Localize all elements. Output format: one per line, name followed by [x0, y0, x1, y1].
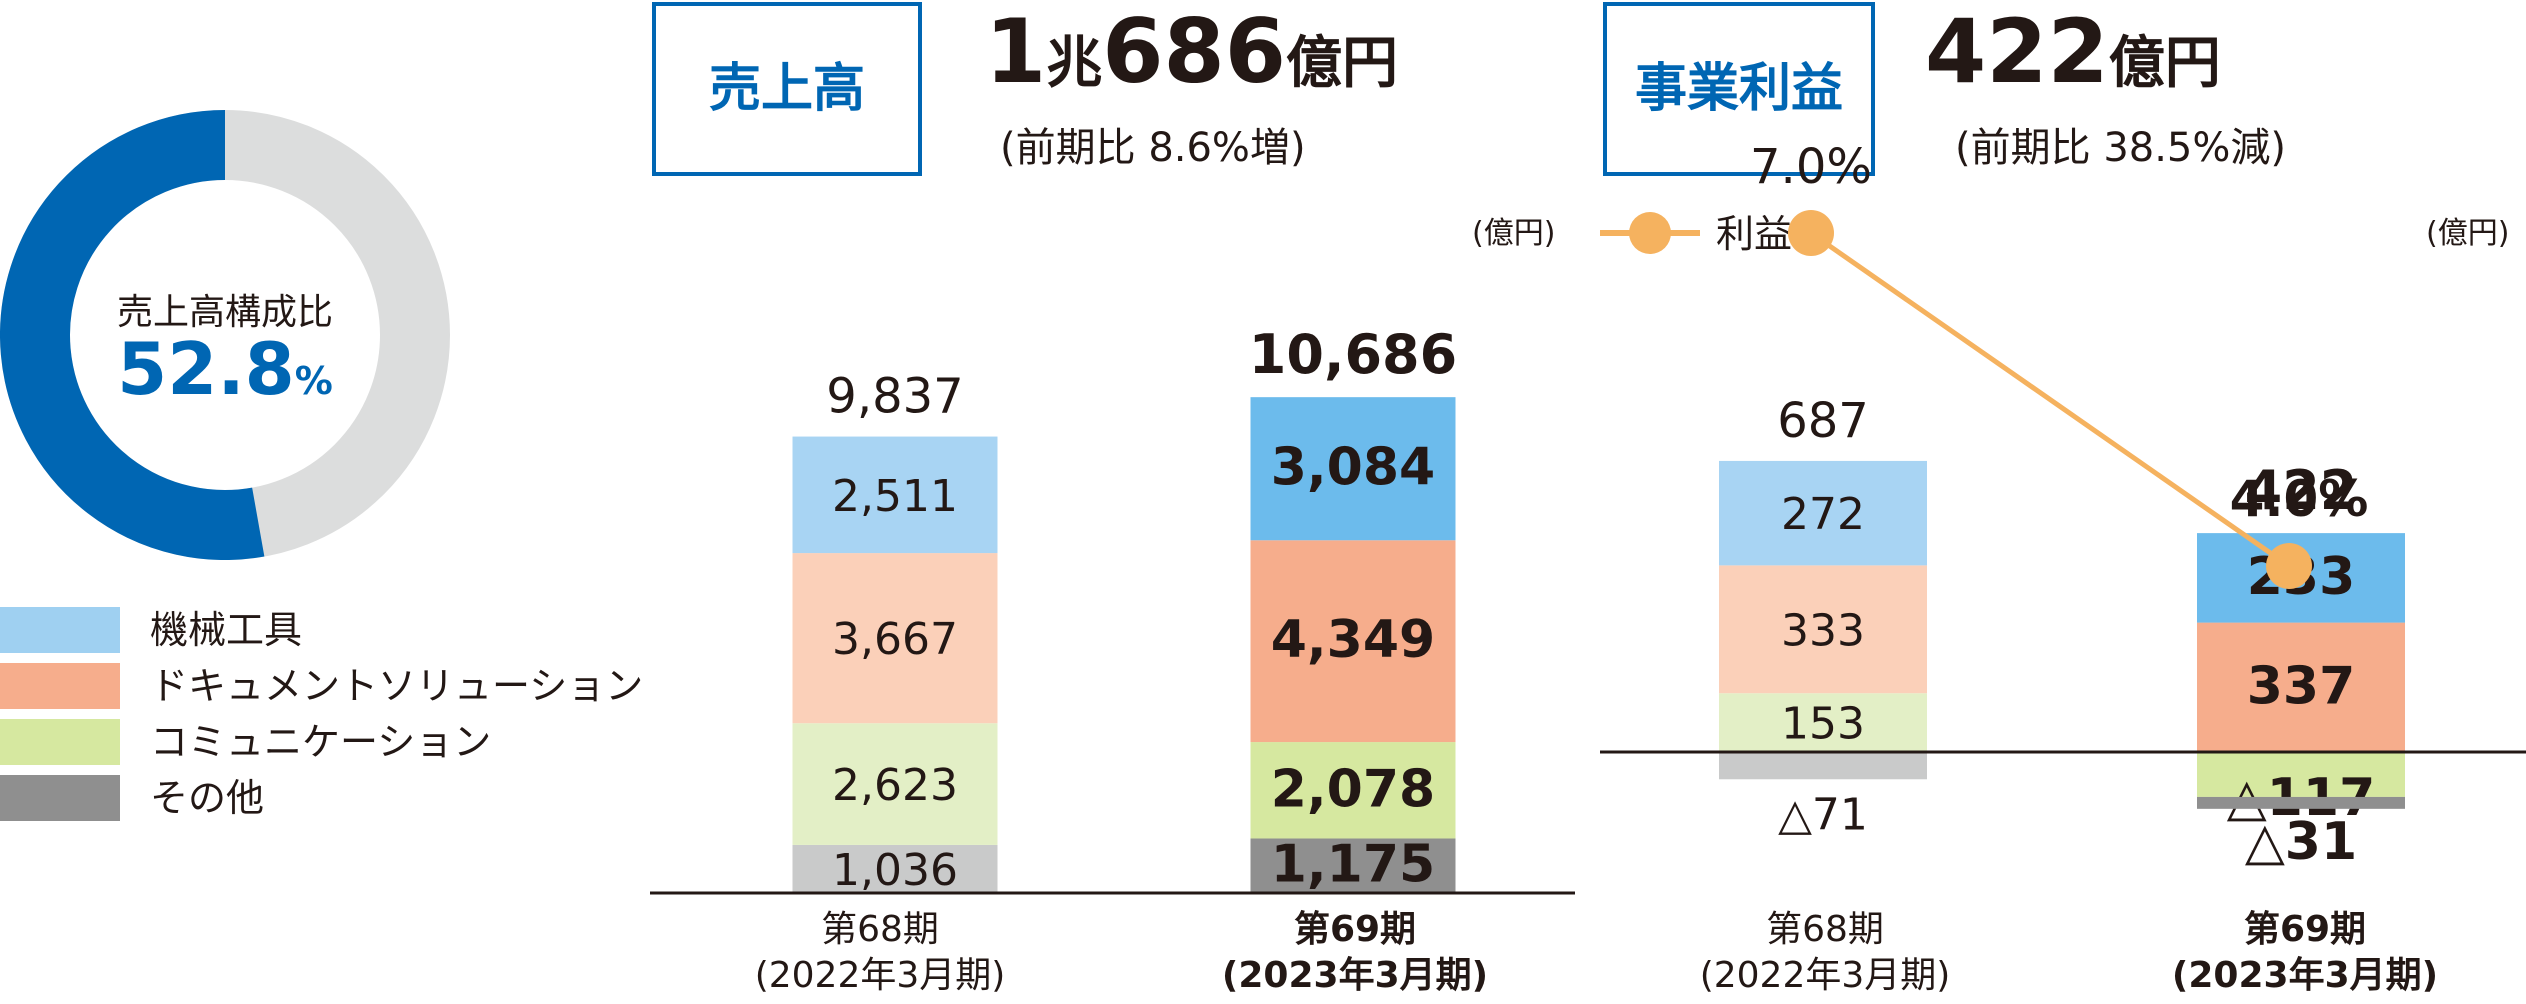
- bar-segment: [1719, 460, 1927, 566]
- legend-swatch: [0, 775, 120, 821]
- profit-yoy: (前期比 38.5%減): [1955, 125, 2286, 171]
- bar-value-label: 2,623: [832, 760, 958, 811]
- profit-rate-label: 4.0%: [2230, 470, 2369, 528]
- sales-share-donut: [0, 110, 450, 560]
- bar-total-label: 422: [2245, 459, 2358, 522]
- bar-value-label: 4,349: [1271, 610, 1435, 670]
- profit-headline-value: 422: [1925, 0, 2109, 103]
- bar-total-label: 10,686: [1249, 323, 1457, 386]
- bar-value-label: △31: [2245, 812, 2357, 872]
- bar-value-label: 2,078: [1271, 759, 1435, 819]
- sales-yoy: (前期比 8.6%増): [1000, 125, 1306, 171]
- profit-rate-line: [1809, 230, 2291, 569]
- legend-label: 機械工具: [150, 608, 303, 652]
- profit-x-label-69: 第69期 (2023年3月期): [2120, 907, 2490, 999]
- bar-segment: [2197, 622, 2405, 752]
- donut-title: 売上高構成比: [116, 292, 333, 333]
- legend-swatch: [0, 663, 120, 709]
- bar-segment: [792, 436, 998, 554]
- x-label-period: 第68期 (2022年3月期): [754, 909, 1006, 996]
- sales-headline-trillion: 1: [985, 0, 1047, 103]
- bar-segment: [1719, 693, 1927, 752]
- bar-value-label: 3,084: [1271, 438, 1435, 498]
- sales-x-label-69: 第69期 (2023年3月期): [1170, 907, 1540, 999]
- profit-rate-legend-marker: [1629, 212, 1671, 254]
- sales-box-title: 売上高: [652, 2, 922, 176]
- donut-ring-share: [0, 110, 265, 560]
- profit-rate-point: [1788, 210, 1834, 256]
- legend-label: コミュニケーション: [150, 720, 492, 764]
- x-label-period: 第69期 (2023年3月期): [1221, 909, 1489, 996]
- bar-segment: [2197, 752, 2405, 797]
- bar-value-label: 153: [1781, 699, 1865, 750]
- legend-label: ドキュメントソリューション: [150, 664, 644, 708]
- sales-headline: 1兆686億円: [985, 0, 1398, 103]
- bar-value-label: 1,036: [832, 845, 958, 896]
- bar-segment: [1250, 540, 1456, 743]
- bar-value-label: △71: [1778, 789, 1868, 840]
- bar-value-label: 337: [2247, 656, 2356, 716]
- chart-layer: 1,036 2,623 3,667 2,511 9,837 1,175 2,078 4,349…: [650, 139, 2526, 896]
- profit-headline-unit: 億円: [2108, 31, 2221, 96]
- bar-segment: [2197, 796, 2405, 809]
- profit-x-label-68: 第68期 (2022年3月期): [1645, 907, 2005, 999]
- profit-box-title: 事業利益: [1603, 2, 1875, 176]
- donut-value-unit: %: [294, 359, 333, 403]
- donut-value-number: 52.8: [117, 327, 295, 411]
- bar-value-label: 3,667: [832, 614, 958, 665]
- bar-value-label: 1,175: [1271, 835, 1435, 895]
- legend-label: その他: [150, 776, 265, 820]
- bar-segment: [1719, 752, 1927, 780]
- bar-total-label: 687: [1777, 393, 1869, 449]
- profit-rate-label: 7.0%: [1750, 139, 1872, 195]
- bar-segment: [792, 723, 998, 845]
- donut-value: 52.8%: [0, 327, 450, 411]
- sales-headline-oku: 686: [1102, 0, 1286, 103]
- bar-segment: [1250, 838, 1456, 893]
- bar-segment: [1719, 565, 1927, 694]
- legend-swatch: [0, 607, 120, 653]
- profit-unit: (億円): [2426, 216, 2510, 251]
- bar-segment: [1250, 742, 1456, 839]
- bar-value-label: 333: [1781, 605, 1865, 656]
- x-label-period: 第68期 (2022年3月期): [1699, 909, 1951, 996]
- sales-x-label-68: 第68期 (2022年3月期): [700, 907, 1060, 999]
- x-label-period: 第69期 (2023年3月期): [2171, 909, 2439, 996]
- legend-swatch: [0, 719, 120, 765]
- bar-segment: [792, 553, 998, 724]
- profit-rate-point: [2266, 543, 2312, 589]
- sales-headline-unit-yen: 億円: [1285, 31, 1398, 96]
- sales-headline-unit-trillion: 兆: [1046, 31, 1103, 96]
- bar-segment: [792, 844, 998, 893]
- bar-value-label: 2,511: [832, 471, 958, 522]
- bar-total-label: 9,837: [826, 369, 963, 425]
- bar-value-label: 272: [1781, 489, 1865, 540]
- sales-unit: (億円): [1472, 216, 1556, 251]
- profit-headline: 422億円: [1925, 0, 2221, 103]
- bar-segment: [1250, 397, 1456, 541]
